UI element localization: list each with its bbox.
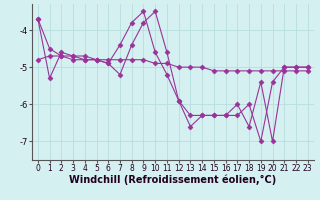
X-axis label: Windchill (Refroidissement éolien,°C): Windchill (Refroidissement éolien,°C) — [69, 175, 276, 185]
